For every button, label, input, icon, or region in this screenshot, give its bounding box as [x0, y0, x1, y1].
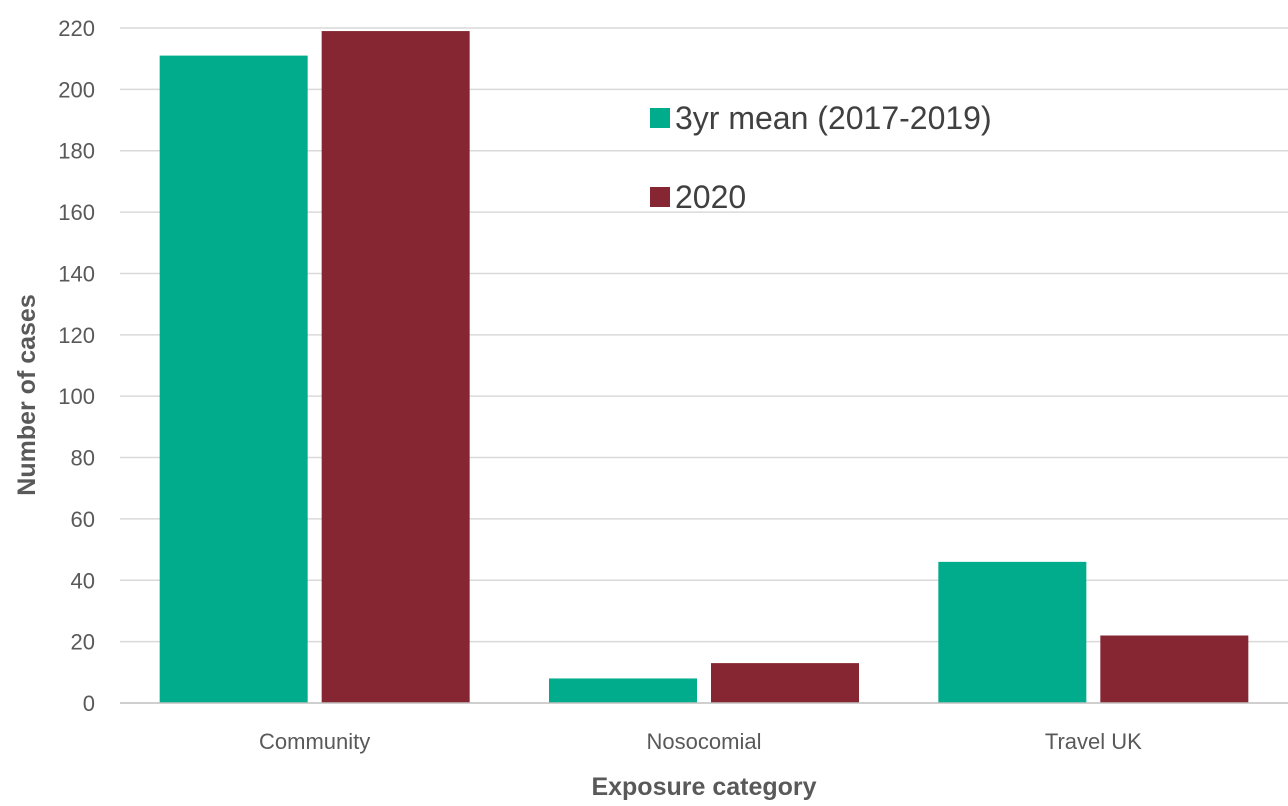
legend-swatch-0	[650, 108, 670, 128]
y-tick-label: 160	[58, 200, 95, 225]
y-tick-label: 220	[58, 16, 95, 41]
y-tick-label: 20	[71, 630, 95, 655]
x-tick-label: Community	[259, 729, 370, 754]
legend: 3yr mean (2017-2019) 2020	[650, 100, 992, 215]
legend-swatch-1	[650, 187, 670, 207]
legend-label-1: 2020	[675, 179, 746, 215]
y-tick-label: 80	[71, 446, 95, 471]
y-tick-label: 40	[71, 568, 95, 593]
x-tick-label: Travel UK	[1045, 729, 1142, 754]
y-tick-label: 60	[71, 507, 95, 532]
y-tick-label: 180	[58, 139, 95, 164]
y-tick-label: 140	[58, 261, 95, 286]
x-tick-label: Nosocomial	[647, 729, 762, 754]
y-tick-label: 100	[58, 384, 95, 409]
bar-nosocomial-series-1	[711, 663, 859, 703]
y-tick-label: 200	[58, 77, 95, 102]
bar-travel-uk-series-0	[938, 561, 1087, 703]
x-axis-title: Exposure category	[591, 773, 816, 801]
y-tick-labels: 0 20 40 60 80 100 120 140 160 180 200 220	[58, 16, 95, 716]
bar-travel-uk-series-1	[1100, 635, 1249, 703]
legend-label-0: 3yr mean (2017-2019)	[675, 100, 992, 136]
bar-community-series-0	[159, 55, 308, 703]
y-tick-label: 120	[58, 323, 95, 348]
bars	[159, 31, 1249, 704]
x-tick-labels: Community Nosocomial Travel UK	[259, 729, 1142, 754]
bar-community-series-1	[321, 31, 470, 704]
y-axis-title: Number of cases	[13, 294, 41, 495]
bar-nosocomial-series-0	[549, 678, 697, 703]
y-tick-label: 0	[83, 691, 95, 716]
gridlines	[120, 27, 1288, 643]
